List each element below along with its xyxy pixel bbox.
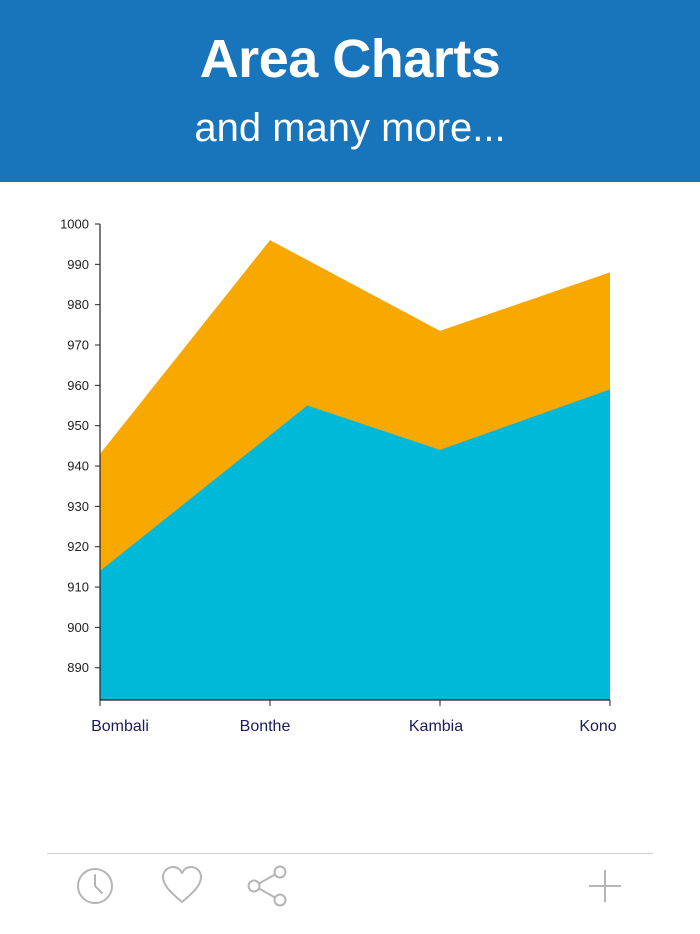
header-banner: Area Charts and many more...: [0, 0, 700, 182]
y-tick-label: 950: [67, 418, 89, 433]
area-series-2: [100, 389, 610, 700]
x-category-label: Kono: [579, 718, 616, 735]
y-tick-label: 920: [67, 539, 89, 554]
y-tick-label: 970: [67, 338, 89, 353]
toolbar-divider: [47, 853, 653, 854]
banner-subtitle: and many more...: [194, 106, 506, 150]
y-tick-label: 1000: [60, 217, 89, 232]
y-tick-label: 900: [67, 620, 89, 635]
chart-axes: [99, 224, 610, 701]
y-tick-label: 890: [67, 660, 89, 675]
y-tick-label: 940: [67, 459, 89, 474]
x-category-label: Bombali: [91, 718, 149, 735]
x-axis-ticks: Bombali Bonthe Kambia Kono: [91, 700, 617, 735]
share-icon[interactable]: [245, 864, 289, 908]
x-category-label: Kambia: [409, 718, 463, 735]
banner-title: Area Charts: [199, 29, 501, 89]
y-tick-label: 980: [67, 297, 89, 312]
plus-icon[interactable]: [583, 864, 627, 908]
heart-icon[interactable]: [160, 864, 204, 908]
chart-areas: [100, 240, 610, 700]
y-tick-label: 910: [67, 580, 89, 595]
clock-icon[interactable]: [73, 864, 117, 908]
chart-canvas: 890 900 910 920 930 940 950 960 970 980 990 1000 Bo…: [60, 217, 617, 736]
x-category-label: Bonthe: [240, 718, 291, 735]
y-tick-label: 930: [67, 499, 89, 514]
area-chart: 890 900 910 920 930 940 950 960 970 980 990 1000 Bo…: [0, 182, 700, 782]
y-tick-label: 960: [67, 378, 89, 393]
y-tick-label: 990: [67, 257, 89, 272]
y-axis-ticks: 890 900 910 920 930 940 950 960 970 980 990 1000: [60, 217, 100, 675]
